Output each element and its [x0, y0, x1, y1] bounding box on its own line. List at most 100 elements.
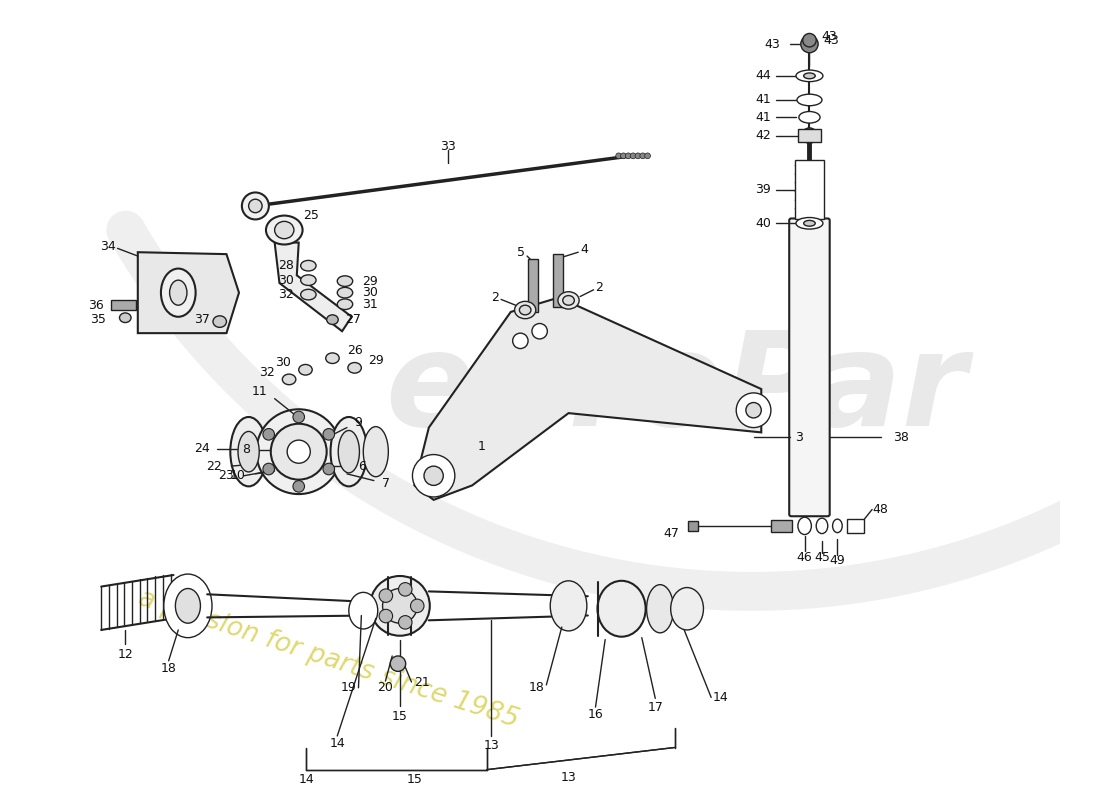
Ellipse shape [363, 426, 388, 477]
Ellipse shape [799, 111, 821, 123]
Text: 34: 34 [100, 240, 116, 253]
Circle shape [801, 35, 818, 53]
Text: 49: 49 [829, 554, 845, 567]
Ellipse shape [519, 306, 531, 315]
Text: 30: 30 [275, 355, 292, 369]
Circle shape [616, 153, 622, 158]
Text: a passion for parts since 1985: a passion for parts since 1985 [135, 585, 521, 733]
Text: 36: 36 [88, 298, 104, 312]
Circle shape [263, 429, 275, 440]
Circle shape [746, 402, 761, 418]
Circle shape [242, 193, 268, 219]
Text: 14: 14 [298, 773, 315, 786]
Polygon shape [275, 242, 352, 331]
Ellipse shape [338, 287, 353, 298]
Text: 26: 26 [346, 344, 363, 357]
Text: 29: 29 [362, 274, 378, 288]
Text: 23: 23 [219, 470, 234, 482]
Ellipse shape [796, 218, 823, 229]
Text: 46: 46 [796, 551, 813, 564]
Ellipse shape [238, 431, 260, 472]
Circle shape [736, 393, 771, 427]
Text: 17: 17 [647, 701, 663, 714]
Circle shape [620, 153, 626, 158]
Circle shape [626, 153, 631, 158]
Ellipse shape [349, 592, 377, 629]
Bar [847, 519, 865, 533]
Circle shape [803, 34, 816, 47]
Ellipse shape [647, 585, 673, 633]
Text: 8: 8 [242, 443, 251, 456]
Bar [771, 520, 792, 532]
Ellipse shape [804, 73, 815, 78]
Text: 24: 24 [195, 442, 210, 455]
Circle shape [323, 463, 334, 475]
Ellipse shape [558, 292, 579, 309]
Ellipse shape [597, 581, 646, 637]
Text: 40: 40 [755, 217, 771, 230]
Bar [798, 129, 821, 142]
Circle shape [802, 128, 817, 143]
Circle shape [398, 616, 412, 629]
Text: 48: 48 [872, 503, 888, 516]
Circle shape [379, 589, 393, 602]
Bar [795, 160, 824, 219]
Ellipse shape [266, 215, 302, 245]
Text: 45: 45 [814, 551, 829, 564]
Text: 41: 41 [756, 94, 771, 106]
Text: 44: 44 [756, 70, 771, 82]
Text: 35: 35 [90, 313, 106, 326]
Text: 2: 2 [492, 291, 499, 304]
FancyBboxPatch shape [789, 218, 829, 516]
Text: 20: 20 [377, 682, 394, 694]
Text: 5: 5 [517, 246, 525, 258]
Text: 11: 11 [252, 386, 268, 398]
Circle shape [263, 463, 275, 475]
Bar [528, 259, 538, 312]
Ellipse shape [383, 589, 417, 623]
Polygon shape [138, 252, 239, 333]
Ellipse shape [213, 316, 227, 327]
Ellipse shape [326, 353, 339, 363]
Ellipse shape [300, 290, 316, 300]
Ellipse shape [796, 94, 822, 106]
Text: 39: 39 [756, 183, 771, 196]
Ellipse shape [338, 430, 360, 473]
Text: 37: 37 [195, 313, 210, 326]
Ellipse shape [164, 574, 212, 638]
Text: 31: 31 [362, 298, 378, 310]
Ellipse shape [120, 313, 131, 322]
Ellipse shape [804, 221, 815, 226]
Text: 21: 21 [415, 677, 430, 690]
Circle shape [410, 599, 424, 613]
Text: 14: 14 [713, 691, 729, 704]
Ellipse shape [299, 365, 312, 375]
Text: 2: 2 [595, 282, 604, 294]
Text: 7: 7 [382, 477, 389, 490]
Text: euroPar: euroPar [385, 326, 967, 453]
Text: 38: 38 [893, 430, 910, 444]
Ellipse shape [671, 587, 704, 630]
Text: 33: 33 [440, 140, 456, 153]
Text: 13: 13 [484, 739, 499, 752]
Ellipse shape [563, 295, 574, 306]
Ellipse shape [796, 70, 823, 82]
Ellipse shape [338, 299, 353, 310]
Ellipse shape [175, 589, 200, 623]
Text: 16: 16 [587, 708, 604, 722]
Ellipse shape [338, 276, 353, 286]
Text: 9: 9 [354, 416, 363, 430]
Ellipse shape [833, 519, 843, 533]
Text: 30: 30 [278, 274, 294, 286]
Text: 41: 41 [756, 110, 771, 124]
Text: 25: 25 [304, 209, 319, 222]
Ellipse shape [550, 581, 587, 631]
Ellipse shape [816, 518, 828, 534]
Text: 32: 32 [278, 288, 294, 301]
Text: 29: 29 [368, 354, 384, 366]
Ellipse shape [300, 260, 316, 271]
Text: 14: 14 [329, 737, 345, 750]
Ellipse shape [275, 222, 294, 238]
Circle shape [635, 153, 641, 158]
Circle shape [645, 153, 650, 158]
